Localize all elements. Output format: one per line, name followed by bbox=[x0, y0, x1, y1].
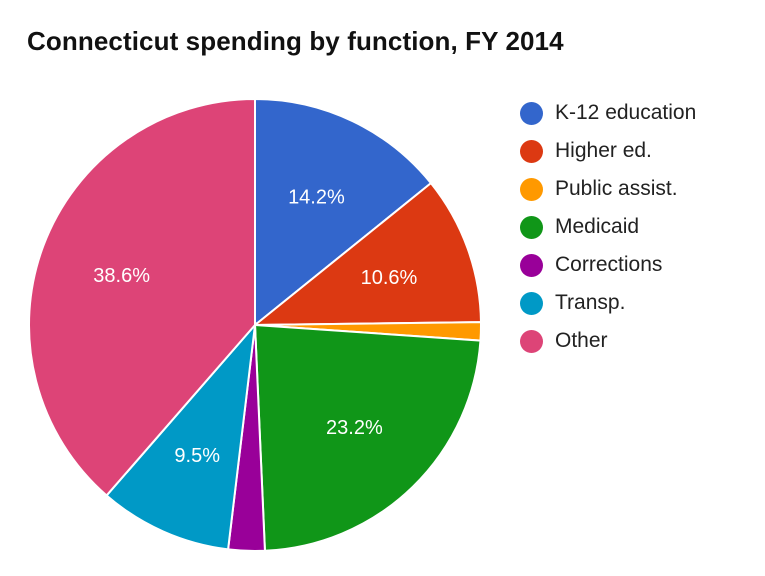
pie-slice-k-12-education[interactable] bbox=[254, 97, 433, 328]
legend-item-k12[interactable]: K-12 education bbox=[520, 94, 696, 132]
legend-item-higher-ed[interactable]: Higher ed. bbox=[520, 132, 696, 170]
legend-swatch-icon bbox=[520, 291, 543, 315]
legend-swatch-icon bbox=[520, 215, 543, 239]
legend-swatch-icon bbox=[520, 139, 543, 163]
slice-label: 14.2% bbox=[288, 187, 345, 209]
legend: K-12 education Higher ed. Public assist.… bbox=[520, 94, 696, 360]
legend-label: Other bbox=[555, 329, 608, 352]
legend-label: Higher ed. bbox=[555, 139, 652, 162]
legend-swatch-icon bbox=[520, 329, 543, 353]
pie-slice-higher-ed[interactable] bbox=[252, 181, 482, 327]
legend-item-medicaid[interactable]: Medicaid bbox=[520, 208, 696, 246]
legend-item-corrections[interactable]: Corrections bbox=[520, 246, 696, 284]
pie-slice-other[interactable] bbox=[28, 97, 256, 497]
chart-title: Connecticut spending by function, FY 201… bbox=[27, 26, 564, 56]
legend-swatch-icon bbox=[520, 177, 543, 201]
slice-label: 10.6% bbox=[361, 267, 418, 289]
legend-item-public-assist[interactable]: Public assist. bbox=[520, 170, 696, 208]
legend-swatch-icon bbox=[520, 253, 543, 277]
legend-label: Transp. bbox=[555, 291, 626, 314]
legend-item-transp[interactable]: Transp. bbox=[520, 284, 696, 322]
legend-label: Medicaid bbox=[555, 215, 640, 238]
slice-label: 9.5% bbox=[174, 445, 220, 467]
pie-slice-transp[interactable] bbox=[105, 321, 257, 551]
slice-label: 38.6% bbox=[93, 265, 150, 287]
legend-label: Corrections bbox=[555, 253, 663, 276]
legend-label: K-12 education bbox=[555, 101, 697, 124]
legend-swatch-icon bbox=[520, 101, 543, 125]
pie-slice-medicaid[interactable] bbox=[253, 323, 482, 552]
legend-item-other[interactable]: Other bbox=[520, 322, 696, 360]
legend-label: Public assist. bbox=[555, 177, 678, 200]
slice-label: 23.2% bbox=[326, 417, 383, 439]
